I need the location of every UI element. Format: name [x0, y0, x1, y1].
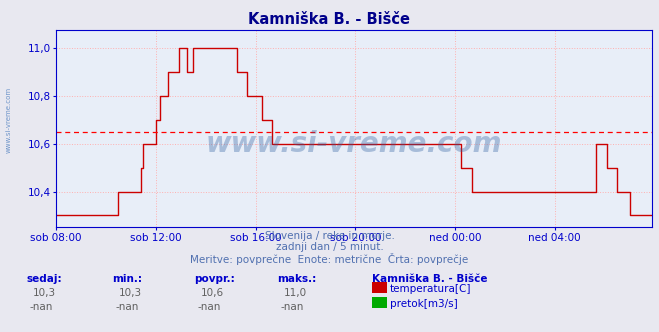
Text: 10,3: 10,3 — [119, 288, 142, 298]
Text: sedaj:: sedaj: — [26, 274, 62, 284]
Text: temperatura[C]: temperatura[C] — [390, 284, 472, 294]
Text: Slovenija / reke in morje.: Slovenija / reke in morje. — [264, 231, 395, 241]
Text: zadnji dan / 5 minut.: zadnji dan / 5 minut. — [275, 242, 384, 252]
Text: pretok[m3/s]: pretok[m3/s] — [390, 299, 458, 309]
Text: -nan: -nan — [198, 302, 221, 312]
Text: -nan: -nan — [30, 302, 53, 312]
Text: Meritve: povprečne  Enote: metrične  Črta: povprečje: Meritve: povprečne Enote: metrične Črta:… — [190, 253, 469, 265]
Text: 10,3: 10,3 — [33, 288, 56, 298]
Text: -nan: -nan — [115, 302, 138, 312]
Text: 10,6: 10,6 — [201, 288, 224, 298]
Text: min.:: min.: — [112, 274, 142, 284]
Text: www.si-vreme.com: www.si-vreme.com — [206, 130, 502, 158]
Text: www.si-vreme.com: www.si-vreme.com — [5, 86, 11, 153]
Text: -nan: -nan — [280, 302, 303, 312]
Text: povpr.:: povpr.: — [194, 274, 235, 284]
Text: Kamniška B. - Bišče: Kamniška B. - Bišče — [372, 274, 488, 284]
Text: maks.:: maks.: — [277, 274, 316, 284]
Text: 11,0: 11,0 — [283, 288, 306, 298]
Text: Kamniška B. - Bišče: Kamniška B. - Bišče — [248, 12, 411, 27]
